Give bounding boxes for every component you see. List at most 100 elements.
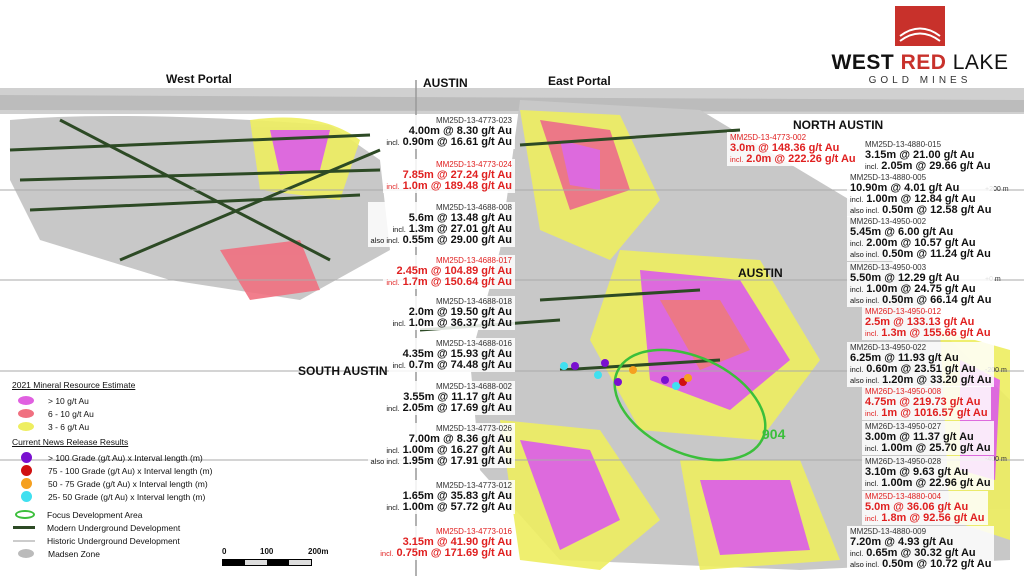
scale-tick: 100 bbox=[260, 547, 274, 556]
intercept-line: incl. 0.90m @ 16.61 g/t Au bbox=[386, 136, 512, 148]
intercept-line: 2.0m @ 19.50 g/t Au bbox=[408, 306, 512, 318]
legend: 2021 Mineral Resource Estimate > 10 g/t … bbox=[12, 378, 212, 560]
drill-result-callout: MM25D-13-4688-002 3.55m @ 11.17 g/t Au in… bbox=[383, 381, 515, 415]
intercept-line: also incl. 0.50m @ 10.72 g/t Au bbox=[850, 558, 992, 570]
intercept-line: incl. 2.0m @ 222.26 g/t Au bbox=[730, 153, 856, 165]
drill-result-callout: MM26D-13-4950-012 2.5m @ 133.13 g/t Au in… bbox=[862, 306, 994, 340]
hole-id: MM25D-13-4880-015 bbox=[865, 140, 942, 149]
drill-result-callout: MM26D-13-4950-002 5.45m @ 6.00 g/t Au inc… bbox=[847, 216, 994, 261]
intercept-line: incl. 1.00m @ 12.84 g/t Au bbox=[850, 193, 976, 205]
grade-swatch-icon bbox=[18, 396, 34, 405]
hole-id: MM25D-13-4688-008 bbox=[435, 203, 512, 212]
green-ellipse-icon bbox=[12, 510, 47, 519]
intercept-line: 5.0m @ 36.06 g/t Au bbox=[865, 501, 969, 513]
grade-swatch-icon bbox=[18, 409, 34, 418]
intercept-line: incl. 2.00m @ 10.57 g/t Au bbox=[850, 237, 976, 249]
label-west-portal: West Portal bbox=[166, 72, 232, 86]
intercept-line: 7.20m @ 4.93 g/t Au bbox=[850, 536, 954, 548]
hole-id: MM25D-13-4880-009 bbox=[850, 527, 927, 536]
legend-item: 6 - 10 g/t Au bbox=[12, 407, 212, 420]
logo-mark-icon bbox=[895, 6, 945, 46]
west-red-lake-logo: WEST RED LAKE GOLD MINES bbox=[830, 6, 1010, 86]
depth-label: -400 m bbox=[985, 456, 1007, 463]
legend-item: 25- 50 Grade (g/t Au) x Interval length … bbox=[12, 490, 212, 503]
legend-item: 75 - 100 Grade (g/t Au) x Interval lengt… bbox=[12, 464, 212, 477]
drill-result-callout: MM26D-13-4950-003 5.50m @ 12.29 g/t Au in… bbox=[847, 262, 995, 307]
intercept-line: incl. 2.05m @ 17.69 g/t Au bbox=[386, 402, 512, 414]
intercept-line: 5.50m @ 12.29 g/t Au bbox=[850, 272, 960, 284]
hole-id: MM25D-13-4773-024 bbox=[435, 160, 512, 169]
focus-development-area bbox=[613, 348, 767, 462]
intercept-line: 1.65m @ 35.83 g/t Au bbox=[402, 490, 512, 502]
drill-result-callout: MM25D-13-4880-009 7.20m @ 4.93 g/t Au inc… bbox=[847, 526, 995, 571]
intercept-line: incl. 1.7m @ 150.64 g/t Au bbox=[386, 276, 512, 288]
hole-id: MM26D-13-4950-028 bbox=[865, 457, 942, 466]
drill-result-callout: MM26D-13-4950-022 6.25m @ 11.93 g/t Au in… bbox=[847, 342, 995, 387]
intercept-line: incl. 1.3m @ 27.01 g/t Au bbox=[392, 223, 512, 235]
hole-id: MM26D-13-4950-003 bbox=[850, 263, 927, 272]
resource-blobs bbox=[220, 110, 1010, 570]
intercept-line: 2.5m @ 133.13 g/t Au bbox=[865, 316, 975, 328]
drill-result-callout: MM25D-13-4880-004 5.0m @ 36.06 g/t Au inc… bbox=[862, 491, 988, 525]
drill-result-callout: MM25D-13-4688-017 2.45m @ 104.89 g/t Au i… bbox=[383, 255, 515, 289]
intercept-line: 2.45m @ 104.89 g/t Au bbox=[396, 265, 512, 277]
intercept-line: also incl. 1.95m @ 17.91 g/t Au bbox=[370, 455, 512, 467]
legend-item: Madsen Zone bbox=[12, 547, 212, 560]
drill-result-callout: MM25D-13-4773-016 3.15m @ 41.90 g/t Au in… bbox=[377, 526, 515, 560]
drill-result-callout: MM25D-13-4688-008 5.6m @ 13.48 g/t Au inc… bbox=[367, 202, 515, 247]
label-austin-top: AUSTIN bbox=[423, 76, 468, 90]
label-austin: AUSTIN bbox=[738, 266, 783, 280]
drill-result-callout: MM25D-13-4880-015 3.15m @ 21.00 g/t Au in… bbox=[862, 139, 994, 173]
intercept-line: 3.55m @ 11.17 g/t Au bbox=[403, 391, 512, 403]
intercept-line: incl. 1.0m @ 189.48 g/t Au bbox=[386, 180, 512, 192]
intercept-line: 10.90m @ 4.01 g/t Au bbox=[850, 182, 960, 194]
gray-blob-icon bbox=[12, 549, 48, 558]
hole-id: MM26D-13-4950-008 bbox=[865, 387, 942, 396]
intercept-line: also incl. 0.50m @ 12.58 g/t Au bbox=[850, 204, 992, 216]
gray-line-icon bbox=[12, 539, 47, 542]
hole-id: MM25D-13-4688-002 bbox=[435, 382, 512, 391]
dark-green-line-icon bbox=[12, 526, 47, 529]
modern-development-lines bbox=[9, 118, 741, 372]
depth-label: -200 m bbox=[985, 367, 1007, 374]
drill-result-callout: MM26D-13-4950-027 3.00m @ 11.37 g/t Au in… bbox=[862, 421, 994, 455]
logo-lake: LAKE bbox=[952, 51, 1009, 74]
legend-item: Historic Underground Development bbox=[12, 534, 212, 547]
logo-gold-mines: GOLD MINES bbox=[868, 75, 972, 86]
drill-intercepts bbox=[560, 359, 692, 390]
intercept-line: 3.15m @ 41.90 g/t Au bbox=[402, 536, 512, 548]
hole-id: MM26D-13-4950-022 bbox=[850, 343, 927, 352]
drill-result-callout: MM25D-13-4880-005 10.90m @ 4.01 g/t Au in… bbox=[847, 172, 995, 217]
hole-id: MM25D-13-4773-012 bbox=[435, 481, 512, 490]
hole-id: MM25D-13-4773-016 bbox=[435, 527, 512, 536]
hole-id: MM25D-13-4688-018 bbox=[435, 297, 512, 306]
intercept-line: 3.15m @ 21.00 g/t Au bbox=[865, 149, 975, 161]
hole-id: MM26D-13-4950-002 bbox=[850, 217, 927, 226]
scale-bar: 0 100 200m bbox=[222, 547, 332, 566]
intercept-line: incl. 1.8m @ 92.56 g/t Au bbox=[865, 512, 985, 524]
drill-result-callout: MM25D-13-4688-016 4.35m @ 15.93 g/t Au in… bbox=[389, 338, 515, 372]
drill-result-callout: MM25D-13-4773-023 4.00m @ 8.30 g/t Au inc… bbox=[383, 115, 515, 149]
intercept-line: 4.35m @ 15.93 g/t Au bbox=[402, 348, 512, 360]
hole-id: MM25D-13-4773-023 bbox=[435, 116, 512, 125]
intercept-line: 6.25m @ 11.93 g/t Au bbox=[850, 352, 959, 364]
drill-result-callout: MM25D-13-4773-026 7.00m @ 8.36 g/t Au inc… bbox=[367, 423, 515, 468]
intercept-line: incl. 1.00m @ 16.27 g/t Au bbox=[386, 444, 512, 456]
drill-result-callout: MM25D-13-4773-024 7.85m @ 27.24 g/t Au in… bbox=[383, 159, 515, 193]
intercept-line: incl. 0.75m @ 171.69 g/t Au bbox=[380, 547, 512, 559]
depth-label: +200 m bbox=[985, 186, 1009, 193]
intercept-line: also incl. 0.50m @ 66.14 g/t Au bbox=[850, 294, 992, 306]
drill-result-callout: MM25D-13-4773-002 3.0m @ 148.36 g/t Au in… bbox=[727, 132, 859, 166]
label-south-austin: SOUTH AUSTIN bbox=[298, 364, 388, 378]
legend-item: > 100 Grade (g/t Au) x Interval length (… bbox=[12, 451, 212, 464]
hole-id: MM25D-13-4773-026 bbox=[435, 424, 512, 433]
label-north-austin: NORTH AUSTIN bbox=[793, 118, 884, 132]
hole-id: MM25D-13-4880-004 bbox=[865, 492, 942, 501]
intercept-line: incl. 1.0m @ 36.37 g/t Au bbox=[392, 317, 512, 329]
legend-item: 50 - 75 Grade (g/t Au) x Interval length… bbox=[12, 477, 212, 490]
intercept-line: 3.10m @ 9.63 g/t Au bbox=[865, 466, 969, 478]
logo-red: RED bbox=[900, 51, 947, 74]
drill-result-callout: MM26D-13-4950-028 3.10m @ 9.63 g/t Au inc… bbox=[862, 456, 994, 490]
intercept-line: also incl. 0.55m @ 29.00 g/t Au bbox=[370, 234, 512, 246]
hole-id: MM26D-13-4950-027 bbox=[865, 422, 942, 431]
